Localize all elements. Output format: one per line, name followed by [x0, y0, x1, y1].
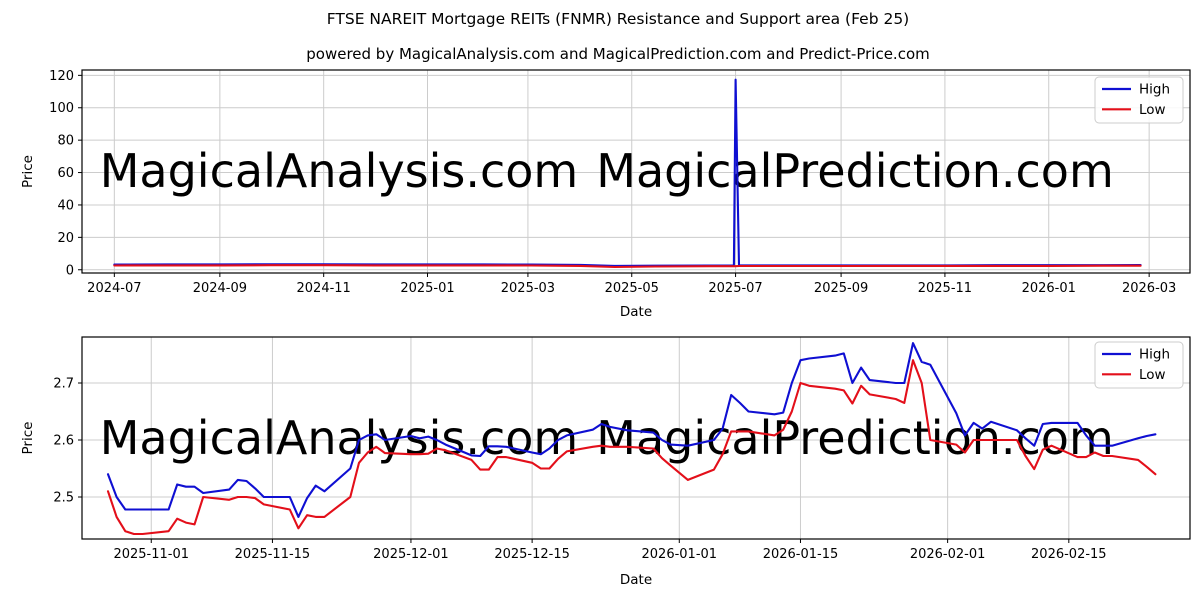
series-line-low: [106, 359, 1157, 536]
legend: High Low: [1094, 341, 1184, 389]
legend: High Low: [1094, 76, 1184, 124]
y-tick-label: 80: [57, 134, 74, 149]
y-axis-label: Price: [20, 155, 36, 188]
legend-label-high: High: [1139, 347, 1170, 363]
y-tick-label: 2.7: [53, 376, 74, 391]
legend-label-low: Low: [1139, 367, 1166, 383]
x-tick-label: 2025-03: [501, 281, 555, 296]
x-axis-label: Date: [620, 572, 652, 588]
y-tick-label: 120: [49, 69, 74, 84]
chart-overview: 2024-07 2024-09 2024-11 2025-01 2025-03 2025-…: [20, 69, 1191, 320]
y-tick-label: 60: [57, 166, 74, 181]
x-tick-label: 2026-01: [1022, 281, 1076, 296]
chart-detail: 2025-11-01 2025-11-15 2025-12-01 2025-12-15…: [20, 336, 1191, 588]
y-tick-label: 0: [66, 263, 74, 278]
x-tick-label: 2025-07: [708, 281, 762, 296]
y-tick-label: 2.6: [53, 433, 74, 448]
series-line-low: [113, 264, 1142, 269]
y-axis-label: Price: [20, 422, 36, 455]
x-tick-label: 2025-11: [918, 281, 972, 296]
x-tick-label: 2025-12-01: [373, 547, 449, 562]
y-tick-label: 20: [57, 231, 74, 246]
legend-label-low: Low: [1139, 102, 1166, 118]
x-axis-label: Date: [620, 304, 652, 320]
x-tick-label: 2026-02-15: [1031, 547, 1107, 562]
x-tick-label: 2024-11: [297, 281, 351, 296]
plot-border: [81, 336, 1191, 540]
figure-subtitle: powered by MagicalAnalysis.com and Magic…: [306, 45, 930, 63]
x-tick-label: 2025-11-15: [235, 547, 311, 562]
x-tick-label: 2025-11-01: [113, 547, 189, 562]
x-tick-label: 2025-05: [605, 281, 659, 296]
x-tick-label: 2024-07: [87, 281, 141, 296]
watermark-text: MagicalPrediction.com: [596, 144, 1114, 198]
legend-label-high: High: [1139, 82, 1170, 98]
y-tick-label: 2.5: [53, 490, 74, 505]
series-line-high: [106, 342, 1157, 518]
y-tick-label: 100: [49, 101, 74, 116]
x-tick-label: 2026-01-01: [642, 547, 718, 562]
x-tick-label: 2025-09: [814, 281, 868, 296]
watermark-text: MagicalAnalysis.com: [100, 411, 579, 465]
watermark-text: MagicalPrediction.com: [596, 411, 1114, 465]
y-tick-label: 40: [57, 198, 74, 213]
watermark-text: MagicalAnalysis.com: [100, 144, 579, 198]
plot-border: [81, 69, 1191, 274]
x-tick-label: 2026-01-15: [763, 547, 839, 562]
x-tick-label: 2026-02-01: [910, 547, 986, 562]
x-tick-label: 2025-12-15: [494, 547, 570, 562]
figure-title: FTSE NAREIT Mortgage REITs (FNMR) Resist…: [327, 10, 909, 28]
x-tick-label: 2024-09: [193, 281, 247, 296]
x-tick-label: 2025-01: [400, 281, 454, 296]
x-tick-label: 2026-03: [1122, 281, 1176, 296]
